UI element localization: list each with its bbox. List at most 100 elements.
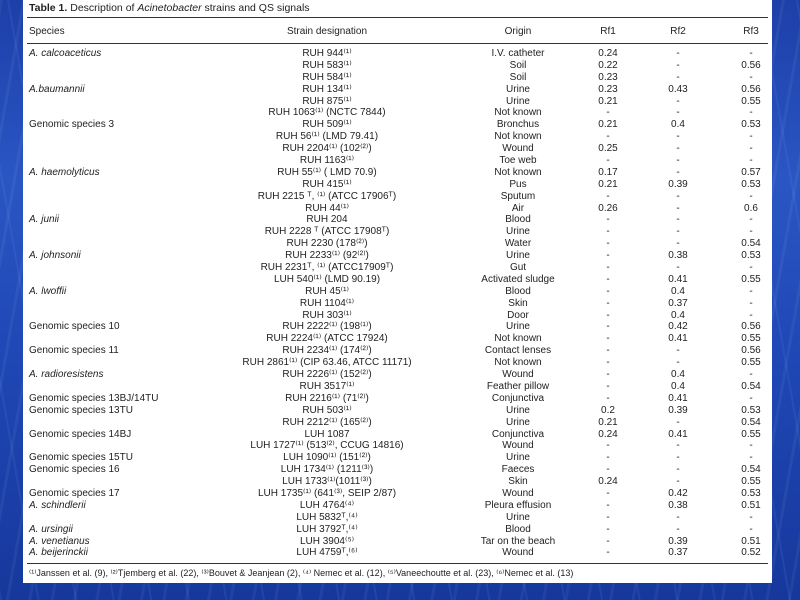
rf1-cell: - — [606, 250, 610, 262]
bottom-rule — [27, 563, 768, 564]
strain-cell: LUH 5832ᵀ,⁽⁴⁾ — [296, 511, 358, 523]
table-row: A. haemolyticus RUH 55⁽¹⁾ ( LMD 70.9) Not … — [23, 167, 772, 179]
rf1-cell: - — [606, 333, 610, 345]
rf3-cell: 0.51 — [741, 499, 761, 511]
strain-cell: RUH 2234⁽¹⁾ (174⁽²⁾) — [282, 345, 372, 357]
strain-cell: RUH 2215 ᵀ, ⁽¹⁾ (ATCC 17906ᵀ) — [257, 190, 397, 202]
strain-cell: RUH 2222⁽¹⁾ (198⁽¹⁾) — [282, 321, 372, 333]
table-row: RUH 583⁽¹⁾ Soil 0.22 - 0.56 — [23, 60, 772, 72]
rf2-cell: - — [676, 262, 680, 274]
table-row: A. radioresistens RUH 2226⁽¹⁾ (152⁽²⁾) Wou… — [23, 369, 772, 381]
strain-cell: RUH 509⁽¹⁾ — [302, 119, 352, 131]
species-cell: A. schindlerii — [29, 499, 86, 511]
rf1-cell: - — [606, 131, 610, 143]
rf3-cell: - — [749, 523, 753, 535]
caption-title: Description of Acinetobacter strains and… — [70, 2, 309, 14]
rf1-cell: - — [606, 238, 610, 250]
rf3-cell: - — [749, 190, 753, 202]
table-row: RUH 875⁽¹⁾ Urine 0.21 - 0.55 — [23, 96, 772, 108]
species-cell: Genomic species 15TU — [29, 452, 133, 464]
strain-cell: RUH 944⁽¹⁾ — [302, 48, 352, 59]
rf1-cell: - — [606, 511, 610, 523]
strain-cell: RUH 1063⁽¹⁾ (NCTC 7844) — [268, 107, 386, 119]
rf3-cell: - — [749, 297, 753, 309]
table-row: Genomic species 15TU LUH 1090⁽¹⁾ (151⁽²⁾)… — [23, 452, 772, 464]
strain-cell: LUH 3792ᵀ,⁽⁴⁾ — [296, 523, 358, 535]
origin-cell: Contact lenses — [484, 345, 552, 357]
origin-cell: Water — [504, 238, 532, 250]
table-row: RUH 2861⁽¹⁾ (CIP 63.46, ATCC 11171) Not k… — [23, 357, 772, 369]
table-row: A. johnsonii RUH 2233⁽¹⁾ (92⁽²⁾) Urine - 0.3… — [23, 250, 772, 262]
table-row: Genomic species 11 RUH 2234⁽¹⁾ (174⁽²⁾) Co… — [23, 345, 772, 357]
origin-cell: Feather pillow — [486, 380, 550, 392]
origin-cell: Not known — [494, 357, 542, 369]
rf3-cell: 0.55 — [741, 273, 761, 285]
rf3-cell: 0.53 — [741, 119, 761, 131]
table-row: RUH 56⁽¹⁾ (LMD 79.41) Not known - - - — [23, 131, 772, 143]
origin-cell: Urine — [506, 452, 530, 464]
rf3-cell: - — [749, 107, 753, 119]
rf3-cell: - — [749, 226, 753, 238]
species-cell: Genomic species 17 — [29, 487, 120, 499]
origin-cell: Urine — [506, 250, 530, 262]
rf2-cell: 0.39 — [668, 404, 688, 416]
rf2-cell: 0.4 — [671, 369, 685, 381]
origin-cell: Gut — [509, 262, 527, 274]
table-row: Genomic species 13TU RUH 503⁽¹⁾ Urine 0.2 0.… — [23, 405, 772, 417]
origin-cell: Wound — [502, 440, 534, 452]
rf3-cell: 0.56 — [741, 321, 761, 333]
rf2-cell: - — [676, 190, 680, 202]
strain-cell: RUH 1104⁽¹⁾ — [299, 297, 355, 309]
origin-cell: Faeces — [501, 464, 535, 476]
rf2-cell: - — [676, 238, 680, 250]
rf3-cell: - — [749, 369, 753, 381]
caption-title-prefix: Description of — [70, 2, 138, 14]
rf2-cell: - — [676, 345, 680, 357]
rf1-cell: 0.23 — [598, 83, 618, 95]
table-row: A.baumannii RUH 134⁽¹⁾ Urine 0.23 0.43 0.56 — [23, 84, 772, 96]
origin-cell: I.V. catheter — [491, 48, 545, 59]
rf3-cell: 0.55 — [741, 357, 761, 369]
rf2-cell: 0.41 — [668, 273, 688, 285]
species-cell: A. venetianus — [29, 535, 90, 547]
rf1-cell: 0.21 — [598, 178, 618, 190]
strain-cell: RUH 2861⁽¹⁾ (CIP 63.46, ATCC 11171) — [242, 357, 412, 369]
table-row: RUH 1063⁽¹⁾ (NCTC 7844) Not known - - - — [23, 107, 772, 119]
origin-cell: Blood — [505, 285, 531, 297]
rf2-cell: - — [676, 71, 680, 83]
caption-title-suffix: strains and QS signals — [201, 2, 310, 14]
rf1-cell: - — [606, 321, 610, 333]
rf1-cell: 0.21 — [598, 119, 618, 131]
rf2-cell: - — [676, 511, 680, 523]
species-cell: Genomic species 11 — [29, 345, 119, 357]
rf2-cell: 0.41 — [668, 428, 688, 440]
strain-cell: LUH 1727⁽¹⁾ (513⁽²⁾, CCUG 14816) — [250, 440, 404, 452]
rf1-cell: - — [606, 464, 610, 476]
origin-cell: Urine — [506, 83, 530, 95]
rf3-cell: 0.52 — [741, 547, 761, 559]
species-cell: A. beijerinckii — [29, 547, 88, 559]
rf1-cell: - — [606, 357, 610, 369]
origin-cell: Urine — [506, 321, 530, 333]
rf3-cell: - — [749, 285, 753, 297]
species-cell: A. lwoffii — [29, 285, 67, 297]
rf1-cell: - — [606, 285, 610, 297]
origin-cell: Soil — [509, 71, 527, 83]
strain-cell: LUH 1087 — [304, 428, 350, 440]
strain-cell: RUH 2228 ᵀ (ATCC 17908ᵀ) — [264, 226, 390, 238]
table-row: RUH 1104⁽¹⁾ Skin - 0.37 - — [23, 298, 772, 310]
origin-cell: Not known — [494, 333, 542, 345]
strain-cell: RUH 2226⁽¹⁾ (152⁽²⁾) — [282, 369, 372, 381]
table-row: Genomic species 17 LUH 1735⁽¹⁾ (641⁽³⁾, S… — [23, 488, 772, 500]
rf2-cell: - — [676, 131, 680, 143]
species-cell: A. ursingii — [29, 523, 73, 535]
table-row: Genomic species 10 RUH 2222⁽¹⁾ (198⁽¹⁾) Ur… — [23, 321, 772, 333]
table-row: RUH 2231ᵀ, ⁽¹⁾ (ATCC17909ᵀ) Gut - - - — [23, 262, 772, 274]
rf2-cell: - — [676, 95, 680, 107]
rf2-cell: - — [676, 226, 680, 238]
table-row: LUH 1733⁽¹⁾(1011⁽³⁾) Skin 0.24 - 0.55 — [23, 476, 772, 488]
rf1-cell: 0.22 — [598, 59, 618, 71]
strain-cell: RUH 134⁽¹⁾ — [302, 83, 352, 95]
rf1-cell: - — [606, 345, 610, 357]
header-rf1: Rf1 — [600, 26, 616, 37]
